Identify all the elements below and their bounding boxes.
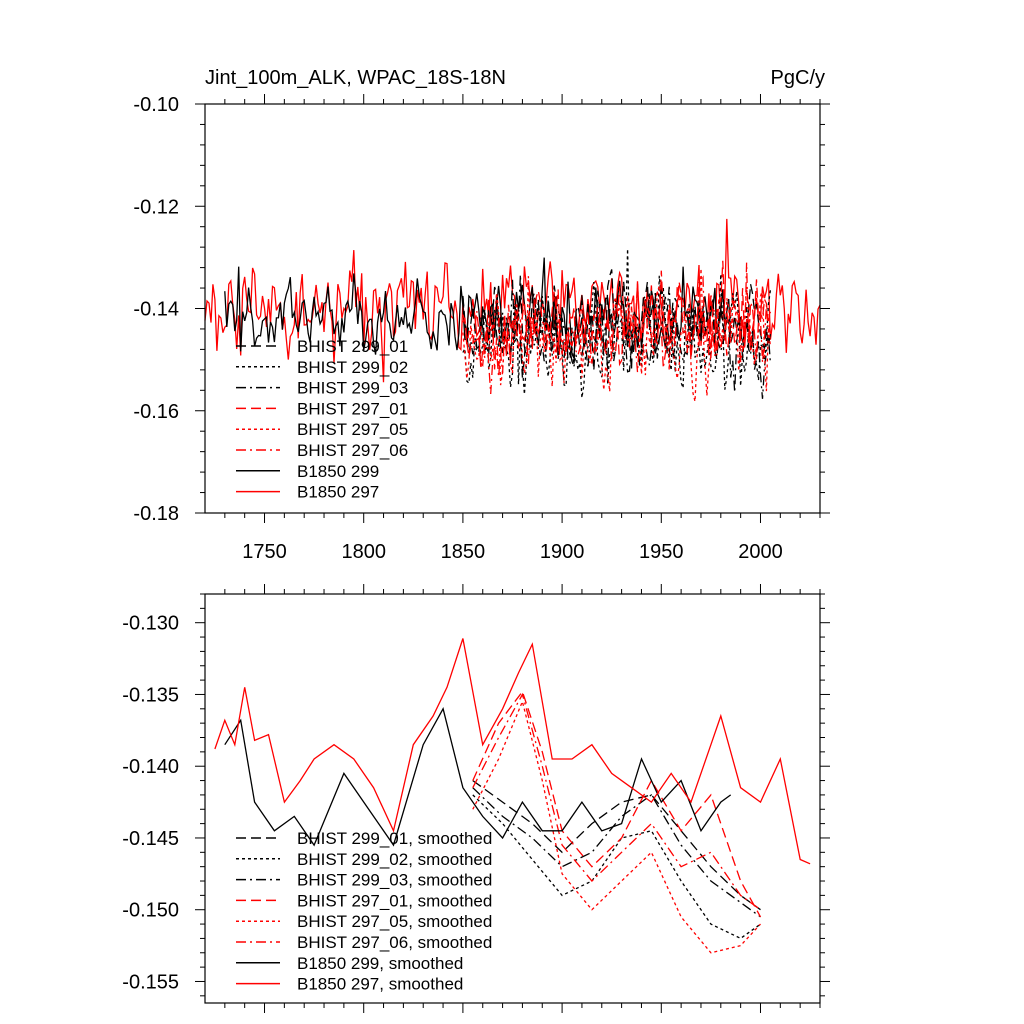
x-tick-label-1950: 1950 xyxy=(639,541,684,563)
legend-label-b1850-297-smoothed: B1850 297, smoothed xyxy=(297,975,463,994)
legend-label-bhist-297-01-smoothed: BHIST 297_01, smoothed xyxy=(297,891,492,910)
top-panel: Jint_100m_ALK, WPAC_18S-18N PgC/y 1750 1… xyxy=(133,67,830,563)
top-series-group xyxy=(204,218,821,402)
bottom-series-group xyxy=(214,638,811,954)
y-tick-label-m0150: -0.150 xyxy=(122,900,179,922)
top-x-tick-labels: 1750 1800 1850 1900 1950 2000 xyxy=(242,541,782,563)
y-tick-label-m010: -0.10 xyxy=(133,94,179,116)
top-y-tick-labels: -0.18 -0.16 -0.14 -0.12 -0.10 xyxy=(133,94,179,525)
legend-label-bhist-297-05: BHIST 297_05 xyxy=(297,420,408,439)
series-line-b1850-299-smoothed xyxy=(224,707,732,847)
x-tick-label-1750: 1750 xyxy=(242,541,287,563)
x-tick-label-2000: 2000 xyxy=(738,541,783,563)
legend-label-bhist-297-06: BHIST 297_06 xyxy=(297,441,408,460)
legend-label-bhist-299-01-smoothed: BHIST 299_01, smoothed xyxy=(297,829,492,848)
series-line-bhist-297-01-smoothed xyxy=(472,690,762,918)
x-tick-label-1900: 1900 xyxy=(540,541,585,563)
legend-label-bhist-299-02-smoothed: BHIST 299_02, smoothed xyxy=(297,850,492,869)
series-line-bhist-297-05-smoothed xyxy=(472,699,761,954)
top-chart-title: Jint_100m_ALK, WPAC_18S-18N xyxy=(205,67,506,89)
legend-label-bhist-299-03-smoothed: BHIST 299_03, smoothed xyxy=(297,871,492,890)
y-tick-label-m014: -0.14 xyxy=(133,299,179,321)
series-line-bhist-299-03-smoothed xyxy=(472,787,761,918)
y-tick-label-m016: -0.16 xyxy=(133,401,179,423)
legend-label-bhist-297-05-smoothed: BHIST 297_05, smoothed xyxy=(297,912,492,931)
series-line-bhist-297-01 xyxy=(462,260,772,370)
legend-label-bhist-297-06-smoothed: BHIST 297_06, smoothed xyxy=(297,933,492,952)
y-tick-label-m018: -0.18 xyxy=(133,503,179,525)
bottom-panel: -0.155 -0.150 -0.145 -0.140 -0.135 -0.13… xyxy=(122,584,830,1013)
y-tick-label-m0135: -0.135 xyxy=(122,684,179,706)
series-line-bhist-299-02-smoothed xyxy=(472,794,761,940)
legend-label-bhist-299-01: BHIST 299_01 xyxy=(297,337,408,356)
series-line-bhist-297-06-smoothed xyxy=(472,692,761,911)
bottom-plot-frame xyxy=(204,593,821,1004)
series-line-b1850-297-smoothed xyxy=(214,638,811,865)
series-line-bhist-299-01-smoothed xyxy=(472,780,761,911)
top-plot-frame xyxy=(204,103,821,514)
y-tick-label-m0155: -0.155 xyxy=(122,971,179,993)
top-axes-ticks xyxy=(195,94,830,523)
top-chart-units: PgC/y xyxy=(771,67,825,89)
legend-label-bhist-299-02: BHIST 299_02 xyxy=(297,358,408,377)
x-tick-label-1850: 1850 xyxy=(441,541,486,563)
legend-label-bhist-299-03: BHIST 299_03 xyxy=(297,379,408,398)
y-tick-label-m0145: -0.145 xyxy=(122,828,179,850)
legend-label-b1850-299: B1850 299 xyxy=(297,462,379,481)
bottom-y-tick-labels: -0.155 -0.150 -0.145 -0.140 -0.135 -0.13… xyxy=(122,613,179,994)
y-tick-label-m0140: -0.140 xyxy=(122,756,179,778)
legend-label-b1850-297: B1850 297 xyxy=(297,483,379,502)
top-legend: BHIST 299_01 BHIST 299_02 BHIST 299_03 B… xyxy=(236,337,408,502)
series-line-bhist-299-03 xyxy=(462,274,772,399)
bottom-axes-ticks xyxy=(195,584,830,1013)
bottom-legend: BHIST 299_01, smoothed BHIST 299_02, smo… xyxy=(236,829,492,994)
legend-label-bhist-297-01: BHIST 297_01 xyxy=(297,399,408,418)
y-tick-label-m012: -0.12 xyxy=(133,196,179,218)
x-tick-label-1800: 1800 xyxy=(341,541,386,563)
series-line-bhist-297-06 xyxy=(462,262,772,394)
y-tick-label-m0130: -0.130 xyxy=(122,613,179,635)
legend-label-b1850-299-smoothed: B1850 299, smoothed xyxy=(297,954,463,973)
